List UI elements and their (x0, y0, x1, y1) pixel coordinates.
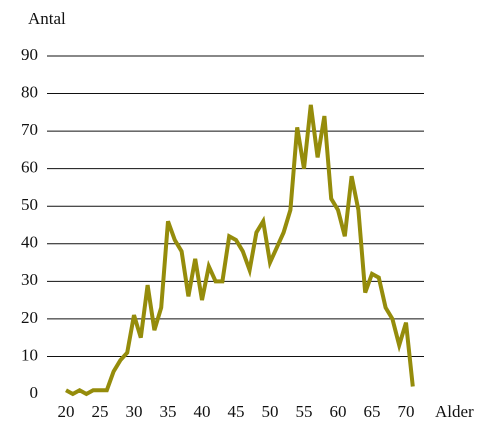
y-tick-label: 70 (21, 120, 38, 139)
x-tick-label: 20 (58, 402, 75, 421)
x-tick-label: 50 (262, 402, 279, 421)
x-tick-label: 25 (92, 402, 109, 421)
y-tick-label: 90 (21, 45, 38, 64)
y-tick-label: 0 (30, 383, 39, 402)
x-tick-label: 30 (126, 402, 143, 421)
y-tick-label: 80 (21, 82, 38, 101)
y-axis-label: Antal (28, 9, 66, 28)
x-tick-label: 60 (330, 402, 347, 421)
x-tick-label: 70 (398, 402, 415, 421)
y-tick-label: 20 (21, 308, 38, 327)
x-tick-label: 45 (228, 402, 245, 421)
x-axis-label: Alder (435, 402, 474, 421)
x-tick-label: 35 (160, 402, 177, 421)
y-tick-label: 40 (21, 233, 38, 252)
data-line (65, 104, 415, 397)
y-tick-label: 10 (21, 345, 38, 364)
x-tick-label: 40 (194, 402, 211, 421)
y-tick-label: 50 (21, 195, 38, 214)
y-tick-label: 30 (21, 270, 38, 289)
x-tick-label: 55 (296, 402, 313, 421)
y-tick-label: 60 (21, 158, 38, 177)
x-tick-label: 65 (364, 402, 381, 421)
